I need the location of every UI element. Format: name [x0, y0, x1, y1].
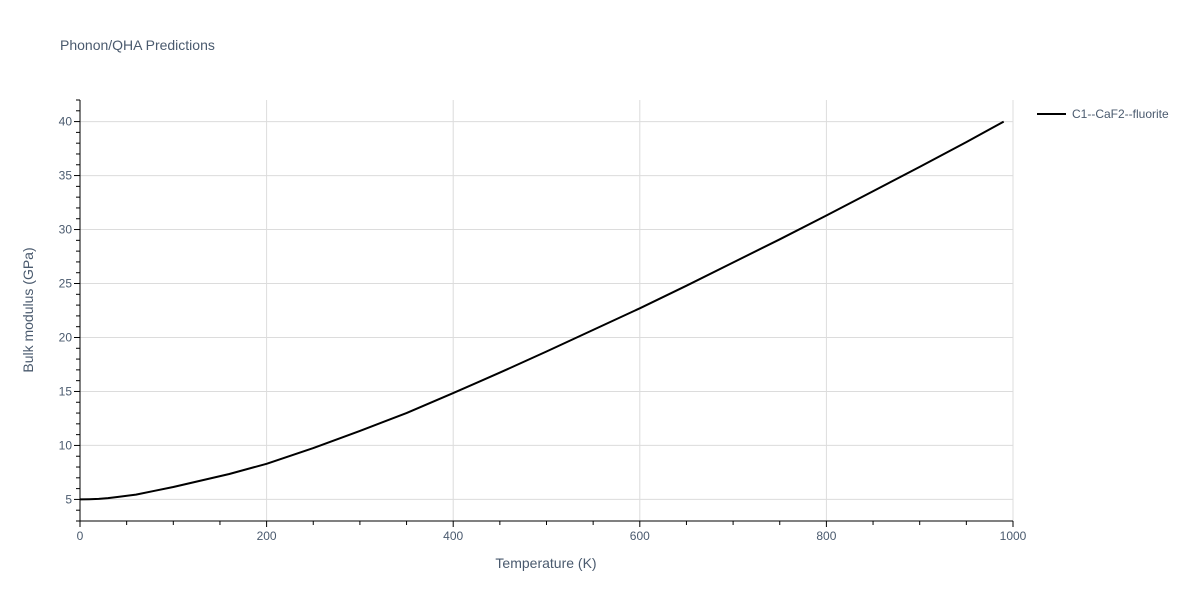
y-tick-label: 35 — [59, 169, 73, 183]
y-tick-label: 15 — [59, 384, 73, 398]
y-tick-label: 20 — [59, 330, 73, 344]
axes: 0 200 400 600 800 1000 5 10 15 20 25 30 35 40 — [59, 99, 1027, 543]
x-tick-label: 200 — [257, 529, 277, 543]
x-tick-label: 400 — [443, 529, 463, 543]
series-line — [79, 120, 1005, 501]
y-tick-label: 10 — [59, 438, 73, 452]
y-tick-label: 40 — [59, 115, 73, 129]
chart-title: Phonon/QHA Predictions — [60, 37, 215, 53]
grid — [80, 100, 1014, 521]
x-tick-label: 0 — [77, 529, 84, 543]
y-tick-label: 30 — [59, 223, 73, 237]
series-layer — [79, 120, 1005, 501]
legend[interactable]: C1--CaF2--fluorite — [1037, 107, 1169, 121]
x-axis-title: Temperature (K) — [495, 555, 596, 571]
y-tick-label: 5 — [65, 492, 72, 506]
x-tick-label: 800 — [816, 529, 836, 543]
y-tick-label: 25 — [59, 277, 73, 291]
x-tick-label: 1000 — [1000, 529, 1027, 543]
x-tick-label: 600 — [630, 529, 650, 543]
y-axis-title: Bulk modulus (GPa) — [20, 247, 36, 372]
legend-label: C1--CaF2--fluorite — [1072, 107, 1169, 121]
